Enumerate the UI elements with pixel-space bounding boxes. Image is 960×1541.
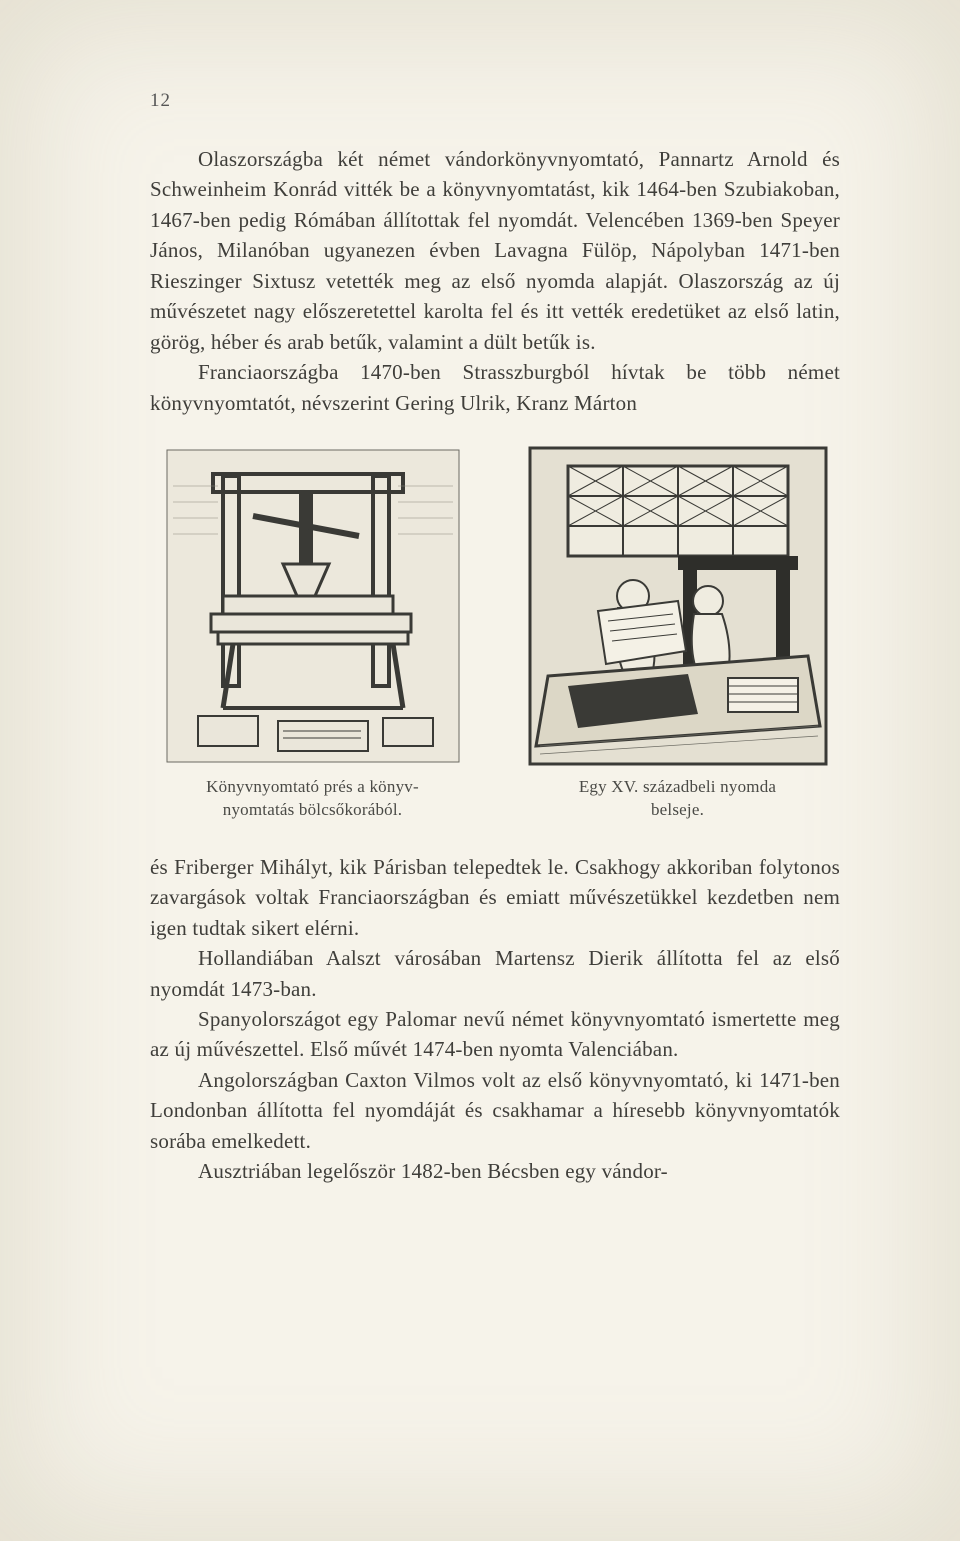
printing-press-illustration bbox=[163, 446, 463, 766]
paragraph-7: Ausztriában legelőször 1482-ben Bécsben … bbox=[150, 1156, 840, 1186]
paragraph-4: Hollandiában Aalszt városában Martensz D… bbox=[150, 943, 840, 1004]
caption-right: Egy XV. századbeli nyomda belseje. bbox=[515, 776, 840, 822]
caption-left-line1: Könyvnyomtató prés a könyv- bbox=[206, 777, 419, 796]
caption-right-line1: Egy XV. századbeli nyomda bbox=[579, 777, 776, 796]
figure-left bbox=[150, 446, 475, 766]
caption-row: Könyvnyomtató prés a könyv- nyomtatás bö… bbox=[150, 776, 840, 822]
paragraph-1: Olaszországba két német vándorkönyvnyomt… bbox=[150, 144, 840, 357]
figure-row bbox=[150, 446, 840, 766]
paragraph-5: Spanyolországot egy Palomar nevű német k… bbox=[150, 1004, 840, 1065]
figure-right bbox=[515, 446, 840, 766]
paragraph-2: Franciaországba 1470-ben Strasszburgból … bbox=[150, 357, 840, 418]
caption-left-line2: nyomtatás bölcsőkorából. bbox=[223, 800, 403, 819]
page-number: 12 bbox=[150, 90, 840, 112]
paragraph-6: Angolországban Caxton Vilmos volt az els… bbox=[150, 1065, 840, 1156]
caption-right-line2: belseje. bbox=[651, 800, 704, 819]
book-page: 12 Olaszországba két német vándorkönyvny… bbox=[0, 0, 960, 1541]
paragraph-3: és Friberger Mihályt, kik Párisban telep… bbox=[150, 852, 840, 943]
upper-text-block: Olaszországba két német vándorkönyvnyomt… bbox=[150, 144, 840, 418]
caption-left: Könyvnyomtató prés a könyv- nyomtatás bö… bbox=[150, 776, 475, 822]
printing-shop-illustration bbox=[528, 446, 828, 766]
lower-text-block: és Friberger Mihályt, kik Párisban telep… bbox=[150, 852, 840, 1187]
